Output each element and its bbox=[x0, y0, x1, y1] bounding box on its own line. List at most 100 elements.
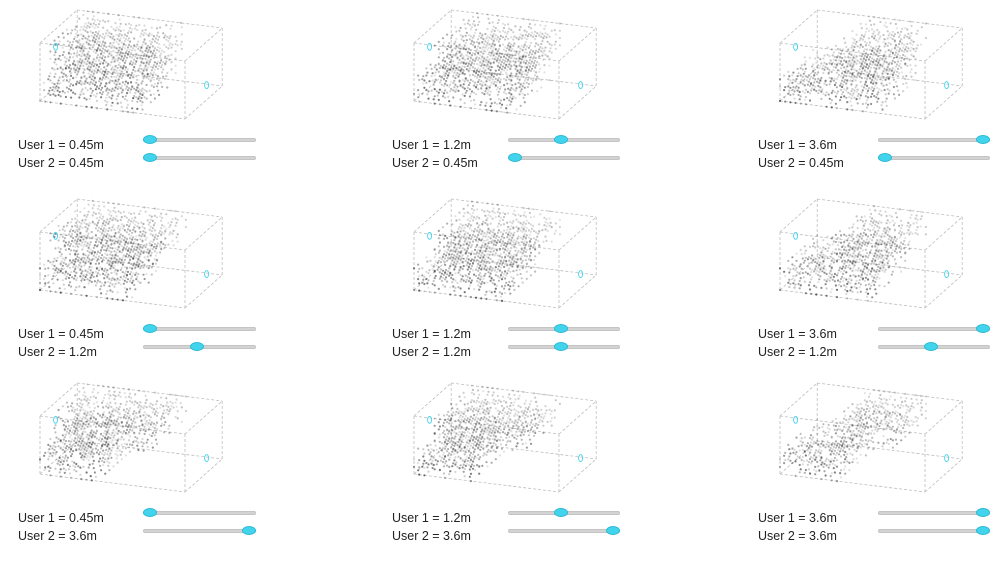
field-dot bbox=[859, 97, 861, 99]
field-dot bbox=[132, 112, 134, 114]
field-dot bbox=[500, 217, 502, 219]
field-dot bbox=[464, 233, 466, 235]
slider-thumb[interactable] bbox=[878, 153, 892, 162]
field-dot bbox=[149, 18, 151, 20]
field-dot bbox=[846, 239, 848, 241]
field-dot bbox=[538, 223, 540, 225]
field-dot bbox=[484, 273, 486, 275]
slider-thumb[interactable] bbox=[508, 153, 522, 162]
field-dot bbox=[887, 37, 889, 39]
field-dot bbox=[108, 257, 110, 259]
field-dot bbox=[547, 230, 549, 232]
field-dot bbox=[851, 45, 853, 47]
field-dot bbox=[127, 82, 129, 84]
field-dot bbox=[512, 96, 514, 98]
field-dot bbox=[534, 60, 536, 62]
slider-thumb[interactable] bbox=[554, 135, 568, 144]
field-dot bbox=[523, 18, 525, 20]
field-dot bbox=[788, 75, 790, 77]
field-dot bbox=[873, 67, 875, 69]
field-dot bbox=[79, 50, 81, 52]
field-dot bbox=[107, 281, 109, 283]
field-dot bbox=[804, 56, 806, 58]
field-dot bbox=[473, 209, 475, 211]
field-dot bbox=[105, 61, 107, 63]
user1-distance-slider[interactable] bbox=[878, 135, 990, 145]
field-dot bbox=[438, 56, 440, 58]
field-dot bbox=[157, 242, 159, 244]
field-dot bbox=[469, 82, 471, 84]
field-dot bbox=[477, 38, 479, 40]
user1-distance-slider[interactable] bbox=[508, 135, 620, 145]
field-dot bbox=[863, 240, 865, 242]
user2-distance-slider[interactable] bbox=[143, 342, 256, 352]
field-dot bbox=[542, 52, 544, 54]
field-dot bbox=[70, 53, 72, 55]
user2-distance-slider[interactable] bbox=[143, 153, 256, 163]
field-dot bbox=[863, 57, 865, 59]
field-dot bbox=[140, 54, 142, 56]
field-dot bbox=[165, 46, 167, 48]
user1-distance-slider[interactable] bbox=[143, 135, 256, 145]
field-dot bbox=[130, 213, 132, 215]
field-dot bbox=[118, 78, 120, 80]
field-dot bbox=[472, 74, 474, 76]
field-dot bbox=[812, 70, 814, 72]
field-dot bbox=[124, 236, 126, 238]
field-dot bbox=[90, 262, 92, 264]
user2-distance-slider[interactable] bbox=[508, 153, 620, 163]
field-dot bbox=[87, 17, 89, 19]
field-dot bbox=[88, 246, 90, 248]
slider-thumb[interactable] bbox=[554, 324, 568, 333]
field-dot bbox=[507, 59, 509, 61]
slider-track[interactable] bbox=[143, 327, 256, 331]
user2-distance-slider[interactable] bbox=[878, 153, 990, 163]
slider-thumb[interactable] bbox=[143, 153, 157, 162]
field-dot bbox=[836, 107, 838, 109]
field-dot bbox=[491, 248, 493, 250]
slider-thumb[interactable] bbox=[190, 342, 204, 351]
field-dot bbox=[120, 23, 122, 25]
field-dot bbox=[454, 251, 456, 253]
field-dot bbox=[486, 245, 488, 247]
user1-distance-slider[interactable] bbox=[508, 324, 620, 334]
slider-track[interactable] bbox=[878, 156, 990, 160]
field-dot bbox=[864, 54, 866, 56]
field-dot bbox=[521, 226, 523, 228]
user1-distance-slider[interactable] bbox=[143, 324, 256, 334]
field-dot bbox=[841, 276, 843, 278]
slider-track[interactable] bbox=[878, 138, 990, 142]
field-dot bbox=[513, 282, 515, 284]
field-dot bbox=[845, 235, 847, 237]
field-dot bbox=[861, 71, 863, 73]
field-dot bbox=[455, 219, 457, 221]
field-dot bbox=[527, 93, 529, 95]
field-dot bbox=[58, 36, 60, 38]
field-dot bbox=[489, 254, 491, 256]
field-dot bbox=[519, 93, 521, 95]
slider-track[interactable] bbox=[143, 138, 256, 142]
slider-thumb[interactable] bbox=[976, 135, 990, 144]
field-dot bbox=[128, 212, 130, 214]
slider-thumb[interactable] bbox=[554, 342, 568, 351]
field-dot bbox=[60, 103, 62, 105]
user2-distance-slider[interactable] bbox=[508, 342, 620, 352]
field-dot bbox=[779, 78, 781, 80]
field-dot bbox=[910, 47, 912, 49]
field-dot bbox=[538, 230, 540, 232]
field-dot bbox=[113, 46, 115, 48]
slider-thumb[interactable] bbox=[143, 324, 157, 333]
field-dot bbox=[498, 280, 500, 282]
field-dot bbox=[145, 232, 147, 234]
field-dot bbox=[72, 84, 74, 86]
field-dot bbox=[779, 100, 781, 102]
field-dot bbox=[850, 97, 852, 99]
field-dot bbox=[472, 58, 474, 60]
field-dot bbox=[882, 70, 884, 72]
field-dot bbox=[83, 214, 85, 216]
field-dot bbox=[845, 82, 847, 84]
slider-track[interactable] bbox=[508, 156, 620, 160]
slider-thumb[interactable] bbox=[143, 135, 157, 144]
slider-track[interactable] bbox=[143, 156, 256, 160]
field-dot bbox=[526, 66, 528, 68]
